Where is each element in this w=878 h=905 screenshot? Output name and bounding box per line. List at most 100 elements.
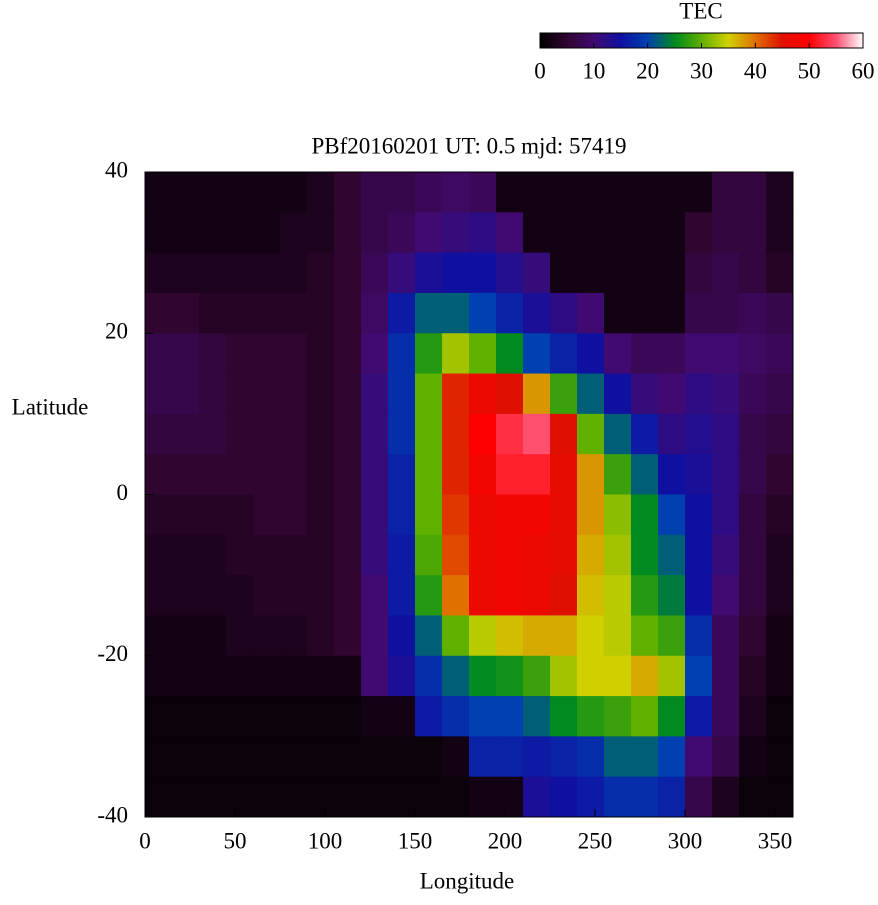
heatmap-cell xyxy=(631,615,659,657)
heatmap-cell xyxy=(739,534,767,576)
heatmap-cell xyxy=(361,575,389,616)
heatmap-cell xyxy=(550,292,578,334)
heatmap-cell xyxy=(307,655,335,697)
heatmap-cell xyxy=(280,454,308,495)
heatmap-cell xyxy=(145,776,173,818)
heatmap-cell xyxy=(280,172,308,213)
heatmap-cell xyxy=(658,292,686,334)
x-tick-label: 0 xyxy=(139,828,151,853)
heatmap-cell xyxy=(523,292,551,334)
heatmap-cell xyxy=(199,494,227,536)
heatmap-cell xyxy=(253,252,281,294)
heatmap-cell xyxy=(415,292,443,334)
heatmap-cell xyxy=(577,776,605,818)
heatmap-cell xyxy=(172,292,200,334)
heatmap-cell xyxy=(685,454,713,495)
heatmap-cell xyxy=(172,373,200,415)
heatmap-cell xyxy=(658,212,686,254)
heatmap-cell xyxy=(631,373,659,415)
heatmap-cell xyxy=(307,776,335,818)
heatmap-cell xyxy=(199,333,227,375)
heatmap-cell xyxy=(577,575,605,616)
heatmap-cell xyxy=(334,292,362,334)
heatmap-cell xyxy=(307,696,335,737)
heatmap-cell xyxy=(253,615,281,657)
heatmap-cell xyxy=(766,615,794,657)
heatmap-cell xyxy=(307,252,335,294)
heatmap-cell xyxy=(685,252,713,294)
heatmap-cell xyxy=(280,655,308,697)
heatmap-cell xyxy=(469,494,497,536)
heatmap-cell xyxy=(658,615,686,657)
heatmap-cell xyxy=(145,333,173,375)
heatmap-cell xyxy=(442,534,470,576)
heatmap-cell xyxy=(577,615,605,657)
heatmap-cell xyxy=(172,172,200,213)
heatmap-cell xyxy=(658,373,686,415)
heatmap-cell xyxy=(415,373,443,415)
heatmap-cell xyxy=(334,212,362,254)
y-tick-label: 0 xyxy=(117,480,129,505)
heatmap-cell xyxy=(172,534,200,576)
heatmap-cell xyxy=(307,333,335,375)
heatmap-cell xyxy=(631,333,659,375)
heatmap-cell xyxy=(766,776,794,818)
heatmap-cell xyxy=(523,494,551,536)
heatmap-cell xyxy=(442,333,470,375)
heatmap-cell xyxy=(604,172,632,213)
heatmap-cell xyxy=(307,212,335,254)
heatmap-cell xyxy=(199,252,227,294)
heatmap-cell xyxy=(496,615,524,657)
heatmap-cell xyxy=(226,696,254,737)
heatmap-cell xyxy=(766,494,794,536)
x-tick-label: 300 xyxy=(668,828,703,853)
heatmap-cell xyxy=(577,373,605,415)
heatmap-cell xyxy=(685,776,713,818)
heatmap-cell xyxy=(442,252,470,294)
heatmap-cell xyxy=(577,736,605,778)
heatmap-cell xyxy=(307,575,335,616)
heatmap-cell xyxy=(172,454,200,495)
heatmap-cell xyxy=(523,575,551,616)
heatmap-cell xyxy=(523,413,551,455)
x-tick-label: 250 xyxy=(578,828,613,853)
heatmap-cell xyxy=(361,292,389,334)
heatmap-cell xyxy=(658,776,686,818)
heatmap-cell xyxy=(307,454,335,495)
heatmap-cell xyxy=(361,534,389,576)
heatmap-cell xyxy=(415,736,443,778)
heatmap-cell xyxy=(712,212,740,254)
heatmap-cell xyxy=(361,454,389,495)
heatmap-cell xyxy=(172,736,200,778)
heatmap-cell xyxy=(145,534,173,576)
heatmap-cell xyxy=(496,292,524,334)
heatmap-cell xyxy=(712,534,740,576)
heatmap-cell xyxy=(577,696,605,737)
heatmap-cell xyxy=(226,776,254,818)
heatmap-cell xyxy=(334,534,362,576)
heatmap-cell xyxy=(631,776,659,818)
x-tick-label: 50 xyxy=(224,828,247,853)
heatmap-cell xyxy=(550,615,578,657)
heatmap-cell xyxy=(388,494,416,536)
heatmap-cell xyxy=(685,413,713,455)
heatmap-cell xyxy=(469,776,497,818)
heatmap-cell xyxy=(415,413,443,455)
heatmap-cell xyxy=(226,736,254,778)
heatmap-cell xyxy=(334,333,362,375)
heatmap-cell xyxy=(280,252,308,294)
heatmap-cell xyxy=(739,615,767,657)
heatmap-cell xyxy=(658,252,686,294)
y-tick-label: 40 xyxy=(105,157,128,182)
heatmap-cell xyxy=(469,454,497,495)
heatmap-cell xyxy=(496,212,524,254)
heatmap-cell xyxy=(415,212,443,254)
heatmap-cell xyxy=(604,736,632,778)
heatmap-cell xyxy=(388,333,416,375)
x-tick-label: 150 xyxy=(398,828,433,853)
heatmap-cell xyxy=(172,333,200,375)
heatmap-cell xyxy=(226,212,254,254)
heatmap-cell xyxy=(658,494,686,536)
heatmap-cell xyxy=(280,534,308,576)
